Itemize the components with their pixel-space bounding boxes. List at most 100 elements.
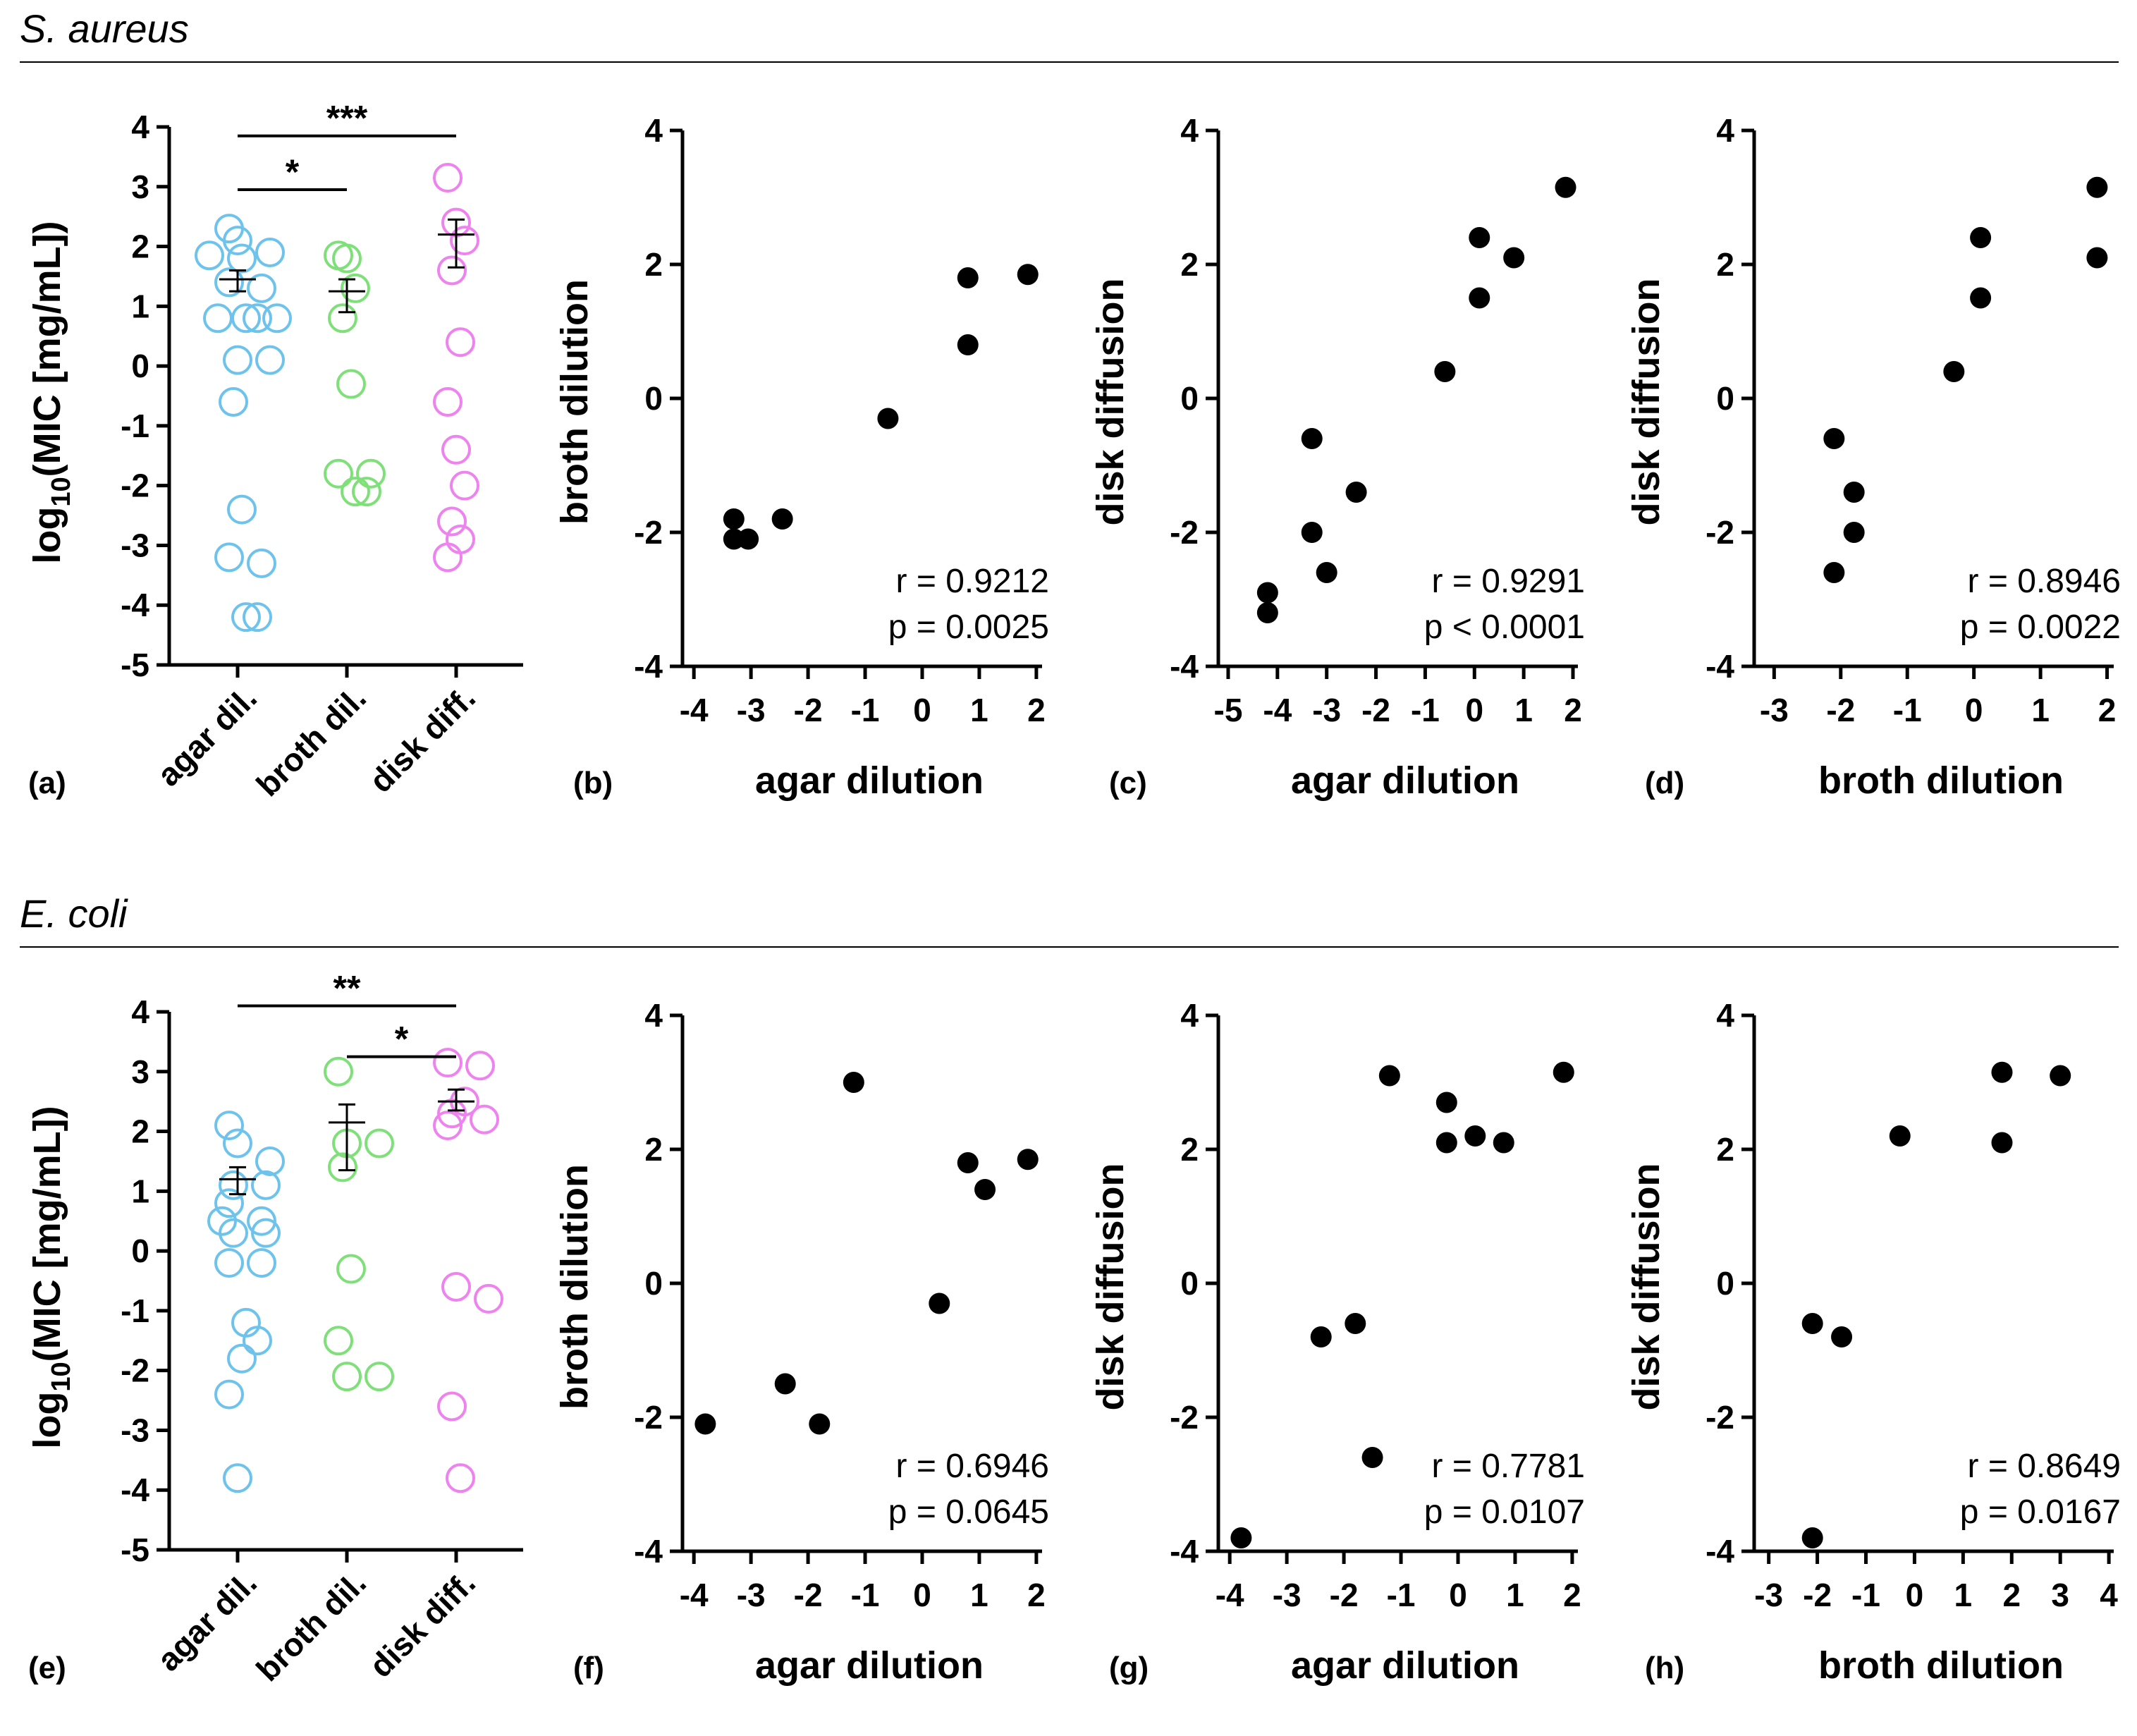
x-axis-title: agar dilution: [755, 1644, 984, 1687]
data-point: [1301, 428, 1323, 449]
x-tick-label: 1: [970, 1577, 988, 1613]
x-tick-label: -5: [1214, 692, 1243, 728]
data-point: [214, 1248, 244, 1278]
p-value: p = 0.0167: [1960, 1493, 2121, 1531]
data-point: [1970, 227, 1992, 248]
data-point: [877, 408, 899, 429]
scatter-plot-(b): 4 2 0 -2 -4 -4 -3 -2 -1 0 1 2 r = 0.9212 p = 0.0025 ag…: [553, 112, 1049, 802]
x-tick-label: -1: [1893, 692, 1922, 728]
y-tick-label: -1: [121, 1292, 149, 1329]
x-tick-label: -3: [737, 1577, 766, 1613]
y-tick-label: 0: [131, 1233, 149, 1269]
y-tick-label: -4: [634, 1533, 663, 1570]
data-point: [974, 1179, 996, 1200]
x-axis-title: broth dilution: [1818, 1644, 2064, 1687]
data-point: [470, 1104, 499, 1135]
category-label: agar dil.: [150, 679, 264, 793]
x-tick-label: 0: [913, 1577, 931, 1613]
y-tick-label: 4: [1180, 112, 1199, 149]
y-tick-label: 4: [1180, 997, 1199, 1034]
data-point: [1434, 361, 1456, 382]
y-tick-label: 4: [1716, 112, 1734, 149]
data-point: [262, 303, 292, 334]
data-point: [195, 240, 224, 271]
data-point: [1823, 562, 1845, 583]
data-point: [2050, 1065, 2071, 1087]
x-tick-label: -2: [1330, 1577, 1359, 1613]
y-tick-label: 2: [1716, 246, 1734, 283]
data-point: [437, 1391, 467, 1422]
data-point: [356, 458, 386, 489]
x-tick-label: -1: [1387, 1577, 1416, 1613]
y-tick-label: -2: [121, 467, 149, 504]
r-value: r = 0.6946: [896, 1448, 1050, 1485]
significance-marker: *: [286, 152, 300, 192]
data-point: [1801, 1313, 1823, 1334]
y-axis-title-subscript: 10: [47, 1362, 76, 1391]
data-point: [214, 542, 244, 573]
x-tick-label: 2: [1564, 692, 1582, 728]
y-tick-label: 2: [131, 228, 149, 265]
category-label: disk diff.: [362, 679, 483, 800]
data-point: [1991, 1061, 2013, 1083]
data-point: [1555, 176, 1576, 198]
data-point: [929, 1292, 950, 1314]
y-tick-label: -2: [1170, 1399, 1199, 1436]
data-point: [1889, 1125, 1911, 1147]
r-value: r = 0.7781: [1432, 1448, 1586, 1485]
significance-marker: ***: [326, 99, 368, 138]
section-title: S. aureus: [20, 6, 189, 51]
data-point: [219, 1218, 248, 1248]
y-tick-label: 4: [1716, 997, 1734, 1034]
r-value: r = 0.9212: [896, 563, 1050, 600]
y-tick-label: -4: [634, 648, 663, 685]
x-tick-label: 0: [1906, 1577, 1924, 1613]
data-point: [771, 508, 793, 530]
y-tick-label: -4: [1170, 1533, 1199, 1570]
scatter-plot-(d): 4 2 0 -2 -4 -3 -2 -1 0 1 2 r = 0.8946 p = 0.0022 brot…: [1625, 112, 2121, 802]
data-point: [324, 458, 353, 489]
y-tick-label: -4: [1170, 648, 1199, 685]
data-point: [1301, 522, 1323, 543]
data-point: [223, 345, 252, 375]
y-axis-title: broth dilution: [553, 1164, 596, 1410]
data-point: [433, 1111, 463, 1141]
y-tick-label: -4: [121, 1472, 149, 1508]
panel-label: (b): [573, 766, 613, 800]
panel-label: (a): [28, 766, 66, 800]
panel-label: (d): [1645, 766, 1684, 800]
y-tick-label: 0: [1180, 380, 1199, 417]
data-point: [1843, 482, 1865, 503]
y-tick-label: -2: [634, 514, 663, 551]
x-tick-label: 1: [970, 692, 988, 728]
data-point: [332, 243, 362, 274]
y-axis-title: log10(MIC [mg/mL]): [26, 221, 76, 563]
data-point: [1464, 1125, 1486, 1147]
y-axis-title-rest: (MIC [mg/mL]): [26, 1106, 68, 1362]
significance-marker: *: [395, 1020, 409, 1059]
x-tick-label: -3: [1760, 692, 1789, 728]
data-point: [1843, 522, 1865, 543]
y-tick-label: 2: [644, 246, 663, 283]
data-point: [437, 506, 467, 537]
data-point: [1017, 1149, 1039, 1170]
x-tick-label: -3: [737, 692, 766, 728]
data-point: [255, 345, 285, 375]
x-tick-label: -2: [1803, 1577, 1832, 1613]
x-tick-label: 1: [1954, 1577, 1973, 1613]
data-point: [247, 273, 276, 303]
y-axis-title: broth dilution: [553, 279, 596, 525]
data-point: [328, 303, 357, 334]
data-point: [227, 1343, 257, 1374]
scatter-plot-(g): 4 2 0 -2 -4 -4 -3 -2 -1 0 1 2 r = 0.7781 p = 0.0107 ag…: [1089, 997, 1585, 1687]
data-point: [1831, 1326, 1853, 1347]
x-tick-label: -1: [851, 1577, 880, 1613]
x-tick-label: -1: [851, 692, 880, 728]
y-tick-label: 0: [1716, 1265, 1734, 1302]
y-tick-label: 0: [1180, 1265, 1199, 1302]
y-tick-label: 2: [644, 1131, 663, 1168]
data-point: [328, 1152, 357, 1182]
data-point: [247, 1206, 276, 1236]
x-axis-title: agar dilution: [1291, 1644, 1519, 1687]
